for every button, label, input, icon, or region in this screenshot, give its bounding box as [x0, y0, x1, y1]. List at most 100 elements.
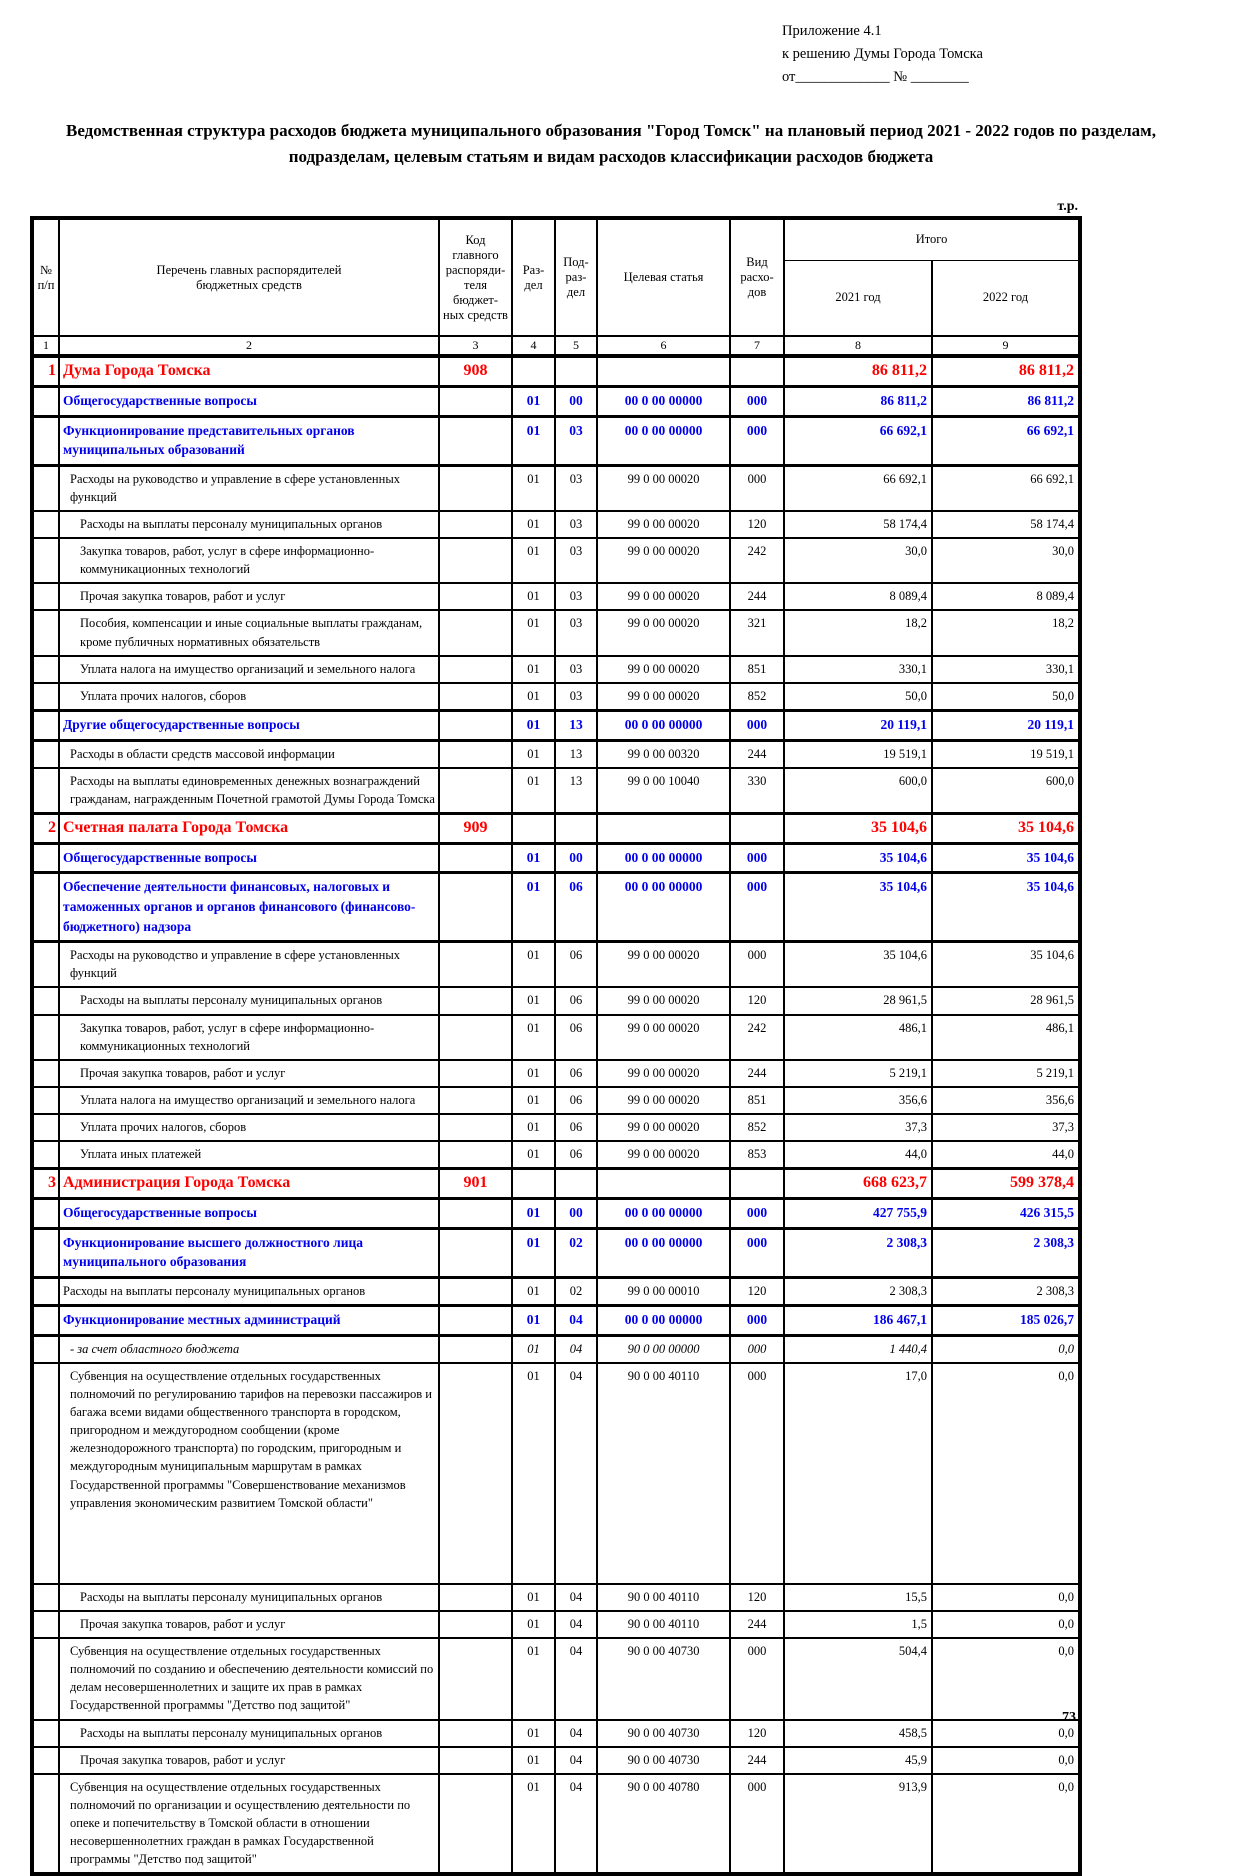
row-section-cell: 01: [511, 537, 556, 585]
row-name-cell: Функционирование местных администраций: [58, 1304, 440, 1337]
row-num-cell: [31, 385, 60, 418]
row-subsection-cell: 06: [554, 1013, 598, 1061]
row-name-cell: Администрация Города Томска: [58, 1167, 440, 1201]
col-header-num: № п/п: [31, 217, 60, 337]
row-target-cell: 99 0 00 00020: [596, 681, 731, 712]
row-expense-type-cell: 000: [729, 1226, 785, 1279]
row-code-cell: [438, 1058, 513, 1088]
row-num-cell: [31, 464, 60, 512]
table-row: Закупка товаров, работ, услуг в сфере ин…: [31, 537, 1082, 585]
row-section-cell: [511, 811, 556, 845]
row-num-cell: [31, 1361, 60, 1585]
row-num-cell: [31, 871, 60, 944]
row-2022-cell: 86 811,2: [930, 354, 1082, 388]
table-row: - за счет областного бюджета 01 04 90 0 00 …: [31, 1334, 1082, 1364]
row-subsection-cell: 13: [554, 708, 598, 742]
row-expense-type-cell: 000: [729, 708, 785, 742]
row-target-cell: 90 0 00 40110: [596, 1582, 731, 1612]
row-expense-type-cell: 120: [729, 1276, 785, 1307]
row-expense-type-cell: [729, 811, 785, 845]
row-code-cell: 908: [438, 354, 513, 388]
row-2021-cell: 5 219,1: [783, 1058, 933, 1088]
row-num-cell: [31, 1772, 60, 1876]
row-subsection-cell: 04: [554, 1361, 598, 1585]
row-2022-cell: 44,0: [930, 1140, 1082, 1170]
row-num-cell: [31, 739, 60, 769]
row-section-cell: 01: [511, 1276, 556, 1307]
row-2021-cell: 8 089,4: [783, 582, 933, 612]
row-code-cell: [438, 582, 513, 612]
row-2021-cell: 486,1: [783, 1013, 933, 1061]
row-2022-cell: 35 104,6: [930, 841, 1082, 875]
row-section-cell: 01: [511, 1140, 556, 1170]
row-target-cell: 99 0 00 00020: [596, 940, 731, 989]
row-code-cell: [438, 1085, 513, 1116]
column-number-2: 2: [58, 335, 440, 358]
row-num-cell: [31, 1745, 60, 1775]
row-expense-type-cell: 851: [729, 1085, 785, 1116]
row-code-cell: [438, 385, 513, 418]
row-subsection-cell: 03: [554, 509, 598, 540]
row-subsection-cell: 02: [554, 1226, 598, 1279]
row-target-cell: 99 0 00 00020: [596, 1140, 731, 1170]
row-section-cell: 01: [511, 739, 556, 769]
unit-label: т.р.: [1057, 199, 1078, 214]
row-name-cell: Общегосударственные вопросы: [58, 1197, 440, 1230]
row-code-cell: 909: [438, 811, 513, 845]
table-row: Функционирование представительных органо…: [31, 414, 1082, 467]
row-name-cell: - за счет областного бюджета: [58, 1334, 440, 1364]
table-row: Пособия, компенсации и иные социальные в…: [31, 609, 1082, 657]
row-code-cell: [438, 609, 513, 657]
row-num-cell: [31, 1718, 60, 1748]
row-num-cell: [31, 414, 60, 467]
page-number: 73: [1062, 1710, 1076, 1725]
row-2021-cell: 35 104,6: [783, 811, 933, 845]
row-2021-cell: 37,3: [783, 1112, 933, 1143]
row-2021-cell: 330,1: [783, 654, 933, 684]
row-subsection-cell: 04: [554, 1772, 598, 1876]
row-subsection-cell: 06: [554, 871, 598, 944]
row-subsection-cell: 00: [554, 841, 598, 875]
table-row: Обеспечение деятельности финансовых, нал…: [31, 871, 1082, 944]
row-2022-cell: 66 692,1: [930, 414, 1082, 467]
row-2022-cell: 50,0: [930, 681, 1082, 712]
col-header-2021: 2021 год: [783, 259, 933, 337]
row-2022-cell: 18,2: [930, 609, 1082, 657]
row-subsection-cell: 03: [554, 537, 598, 585]
row-code-cell: [438, 414, 513, 467]
table-row: Субвенция на осуществление отдельных гос…: [31, 1637, 1082, 1721]
column-number-8: 8: [783, 335, 933, 358]
row-2022-cell: 600,0: [930, 766, 1082, 815]
row-target-cell: 90 0 00 40110: [596, 1609, 731, 1640]
row-subsection-cell: 13: [554, 739, 598, 769]
col-header-subsection: Под- раз- дел: [554, 217, 598, 337]
row-section-cell: 01: [511, 1013, 556, 1061]
row-name-cell: Закупка товаров, работ, услуг в сфере ин…: [58, 1013, 440, 1061]
row-target-cell: 00 0 00 00000: [596, 841, 731, 875]
row-num-cell: [31, 1334, 60, 1364]
col-header-target: Целевая статья: [596, 217, 731, 337]
row-2022-cell: 599 378,4: [930, 1167, 1082, 1201]
row-2021-cell: 50,0: [783, 681, 933, 712]
row-2021-cell: 19 519,1: [783, 739, 933, 769]
row-name-cell: Расходы на выплаты персоналу муниципальн…: [58, 1582, 440, 1612]
budget-table: № п/п Перечень главных распорядителей бю…: [30, 216, 1083, 1876]
row-section-cell: 01: [511, 1334, 556, 1364]
table-row: Общегосударственные вопросы 01 00 00 0 00 0…: [31, 385, 1082, 418]
row-expense-type-cell: 851: [729, 654, 785, 684]
col-header-code: Код главного распоряди- теля бюджет- ных…: [438, 217, 513, 337]
row-2021-cell: 2 308,3: [783, 1276, 933, 1307]
row-target-cell: 99 0 00 00020: [596, 1112, 731, 1143]
table-row: 1 Дума Города Томска 908 86 811,2 86 811,2: [31, 354, 1082, 388]
row-name-cell: Уплата налога на имущество организаций и…: [58, 1085, 440, 1116]
row-target-cell: 99 0 00 00020: [596, 1013, 731, 1061]
row-2022-cell: 486,1: [930, 1013, 1082, 1061]
row-num-cell: [31, 1013, 60, 1061]
row-code-cell: [438, 766, 513, 815]
row-subsection-cell: 04: [554, 1609, 598, 1640]
row-2021-cell: 35 104,6: [783, 940, 933, 989]
row-2022-cell: 35 104,6: [930, 811, 1082, 845]
row-section-cell: 01: [511, 509, 556, 540]
row-expense-type-cell: 852: [729, 1112, 785, 1143]
table-row: Уплата налога на имущество организаций и…: [31, 654, 1082, 684]
